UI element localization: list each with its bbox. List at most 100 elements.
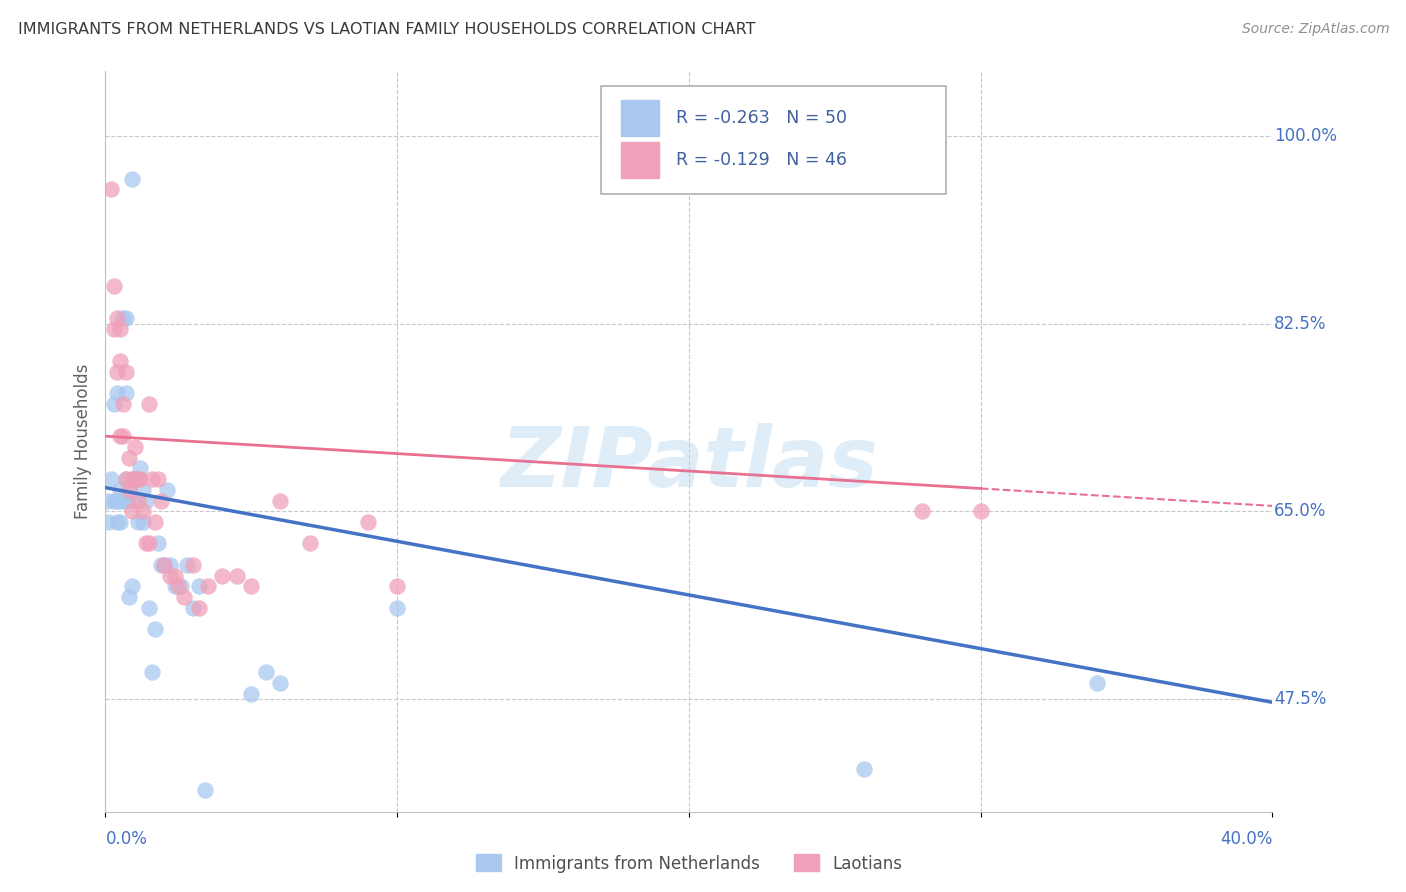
Point	[167, 579, 190, 593]
Point	[115, 472, 138, 486]
Point	[115, 493, 138, 508]
Point	[149, 558, 172, 572]
Point	[103, 493, 125, 508]
Point	[141, 472, 163, 486]
Point	[135, 536, 157, 550]
Point	[187, 600, 209, 615]
Point	[269, 493, 292, 508]
Point	[121, 504, 143, 518]
Point	[159, 568, 181, 582]
Point	[173, 590, 195, 604]
Text: 0.0%: 0.0%	[105, 830, 148, 848]
Point	[115, 311, 138, 326]
Point	[225, 568, 247, 582]
Point	[135, 493, 157, 508]
Point	[124, 493, 146, 508]
Point	[357, 515, 380, 529]
Legend: Immigrants from Netherlands, Laotians: Immigrants from Netherlands, Laotians	[470, 847, 908, 880]
Point	[108, 429, 131, 443]
Point	[911, 504, 934, 518]
Bar	[621, 100, 658, 136]
Point	[108, 493, 131, 508]
Point	[129, 461, 152, 475]
Point	[165, 568, 187, 582]
Point	[969, 504, 991, 518]
Point	[121, 579, 143, 593]
Point	[240, 687, 263, 701]
Point	[269, 676, 292, 690]
Point	[852, 762, 875, 776]
Point	[156, 483, 179, 497]
Point	[181, 558, 204, 572]
Point	[115, 365, 138, 379]
Point	[124, 440, 146, 454]
Point	[111, 429, 134, 443]
Point	[385, 579, 408, 593]
Point	[127, 515, 149, 529]
Point	[127, 472, 149, 486]
Point	[121, 472, 143, 486]
Point	[105, 311, 128, 326]
Point	[143, 515, 166, 529]
Text: 40.0%: 40.0%	[1220, 830, 1272, 848]
Point	[103, 279, 125, 293]
Point	[100, 472, 122, 486]
Point	[146, 536, 169, 550]
Bar	[621, 143, 658, 178]
Point	[127, 472, 149, 486]
Text: 65.0%: 65.0%	[1274, 502, 1326, 520]
Point	[121, 472, 143, 486]
FancyBboxPatch shape	[602, 87, 946, 194]
Point	[108, 322, 131, 336]
Point	[141, 665, 163, 680]
Point	[132, 504, 155, 518]
Text: 100.0%: 100.0%	[1274, 127, 1337, 145]
Point	[115, 472, 138, 486]
Point	[97, 515, 120, 529]
Point	[152, 558, 174, 572]
Point	[211, 568, 233, 582]
Point	[1085, 676, 1108, 690]
Point	[97, 493, 120, 508]
Point	[108, 483, 131, 497]
Point	[143, 623, 166, 637]
Point	[105, 386, 128, 401]
Text: ZIPatlas: ZIPatlas	[501, 423, 877, 504]
Point	[146, 472, 169, 486]
Point	[105, 515, 128, 529]
Point	[127, 493, 149, 508]
Point	[240, 579, 263, 593]
Point	[176, 558, 198, 572]
Point	[118, 483, 141, 497]
Point	[298, 536, 321, 550]
Point	[105, 493, 128, 508]
Point	[124, 472, 146, 486]
Point	[138, 600, 160, 615]
Point	[105, 365, 128, 379]
Point	[111, 397, 134, 411]
Point	[187, 579, 209, 593]
Text: 82.5%: 82.5%	[1274, 315, 1326, 333]
Point	[159, 558, 181, 572]
Point	[138, 536, 160, 550]
Point	[118, 483, 141, 497]
Point	[254, 665, 277, 680]
Point	[111, 493, 134, 508]
Point	[108, 354, 131, 368]
Point	[115, 386, 138, 401]
Point	[132, 515, 155, 529]
Text: 47.5%: 47.5%	[1274, 690, 1326, 708]
Text: Source: ZipAtlas.com: Source: ZipAtlas.com	[1241, 22, 1389, 37]
Point	[152, 558, 174, 572]
Point	[100, 182, 122, 196]
Point	[108, 515, 131, 529]
Point	[124, 472, 146, 486]
Point	[170, 579, 193, 593]
Text: R = -0.263   N = 50: R = -0.263 N = 50	[676, 109, 846, 127]
Point	[118, 450, 141, 465]
Y-axis label: Family Households: Family Households	[73, 364, 91, 519]
Point	[181, 600, 204, 615]
Point	[197, 579, 219, 593]
Point	[138, 397, 160, 411]
Point	[129, 472, 152, 486]
